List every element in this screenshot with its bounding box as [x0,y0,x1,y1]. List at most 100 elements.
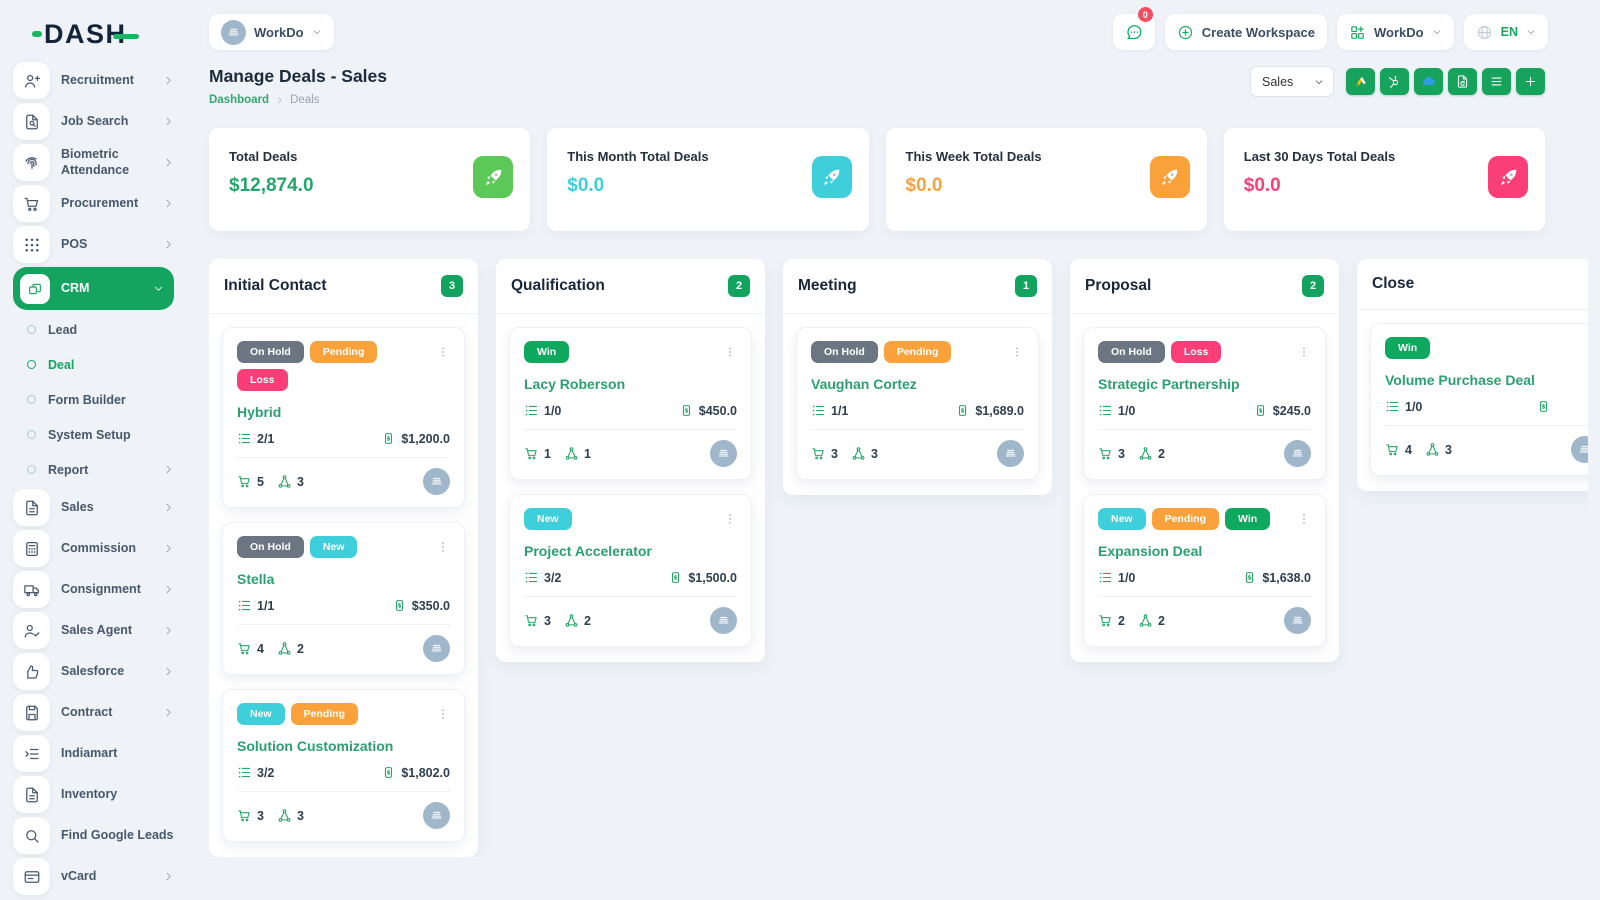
chevron-right-icon [163,625,174,636]
save-icon [23,704,41,722]
deal-title[interactable]: Vaughan Cortez [811,376,917,392]
sidebar-item-crm[interactable]: CRM [13,267,174,310]
sidebar-item-biometric-attendance[interactable]: Biometric Attendance [13,142,174,183]
deal-title[interactable]: Volume Purchase Deal [1385,372,1535,388]
messages-button[interactable]: 0 [1112,7,1155,50]
sidebar-item-recruitment[interactable]: Recruitment [13,60,174,101]
kebab-menu-icon[interactable] [723,344,737,360]
money-icon: $ [955,403,970,418]
deal-card[interactable]: On Hold Pending Loss Hybrid 2/1 $ $1,200.0 … [222,327,465,508]
deal-card[interactable]: New Pending Win Expansion Deal 1/0 $ $1,638… [1083,494,1326,647]
sidebar-subitem-form-builder[interactable]: Form Builder [13,382,174,417]
kanban-column-close: Close Win Volume Purchase Deal 1/0 $ 4 [1357,259,1588,491]
kebab-menu-icon[interactable] [1010,344,1024,360]
app-logo[interactable]: DASH [32,16,187,52]
kebab-menu-icon[interactable] [1297,344,1311,360]
deal-title[interactable]: Solution Customization [237,738,394,754]
sidebar-subitem-system-setup[interactable]: System Setup [13,417,174,452]
chevron-right-icon [275,96,284,105]
deal-tasks: 2/1 [237,431,274,446]
tasks-icon [524,570,539,585]
sidebar-item-label: Sales Agent [61,622,133,637]
workspace-avatar[interactable] [710,607,737,634]
deal-products: 4 [1385,442,1412,457]
workspace-switcher-label: WorkDo [254,24,304,40]
create-workspace-button[interactable]: Create Workspace [1164,14,1328,50]
sidebar-item-sales[interactable]: Sales [13,487,174,528]
deal-title[interactable]: Stella [237,571,275,587]
deal-card[interactable]: On Hold New Stella 1/1 $ $350.0 4 2 [222,522,465,675]
sidebar-item-label: Sales [61,499,94,514]
workspace-avatar[interactable] [710,440,737,467]
sidebar-item-vcard[interactable]: vCard [13,856,174,897]
stat-label: Last 30 Days Total Deals [1243,149,1396,164]
sidebar-item-salesforce[interactable]: Salesforce [13,651,174,692]
sidebar-item-contract[interactable]: Contract [13,692,174,733]
sidebar-item-procurement[interactable]: Procurement [13,183,174,224]
workspace-avatar[interactable] [997,440,1024,467]
deal-footer: 3 3 [237,792,450,829]
workspace-avatar[interactable] [1571,436,1588,463]
deal-amount: $ $245.0 [1253,403,1311,418]
workspace-avatar[interactable] [423,802,450,829]
grid-dots-icon [23,236,41,254]
kebab-menu-icon[interactable] [436,706,450,722]
deal-card-top: New [524,508,737,530]
breadcrumb-dashboard-link[interactable]: Dashboard [209,94,270,106]
deal-card[interactable]: New Pending Solution Customization 3/2 $ $… [222,689,465,842]
language-selector[interactable]: EN [1463,14,1548,50]
org-menu-button[interactable]: WorkDo [1337,14,1454,50]
kanban-board: Initial Contact 3 On Hold Pending Loss Hyb… [209,259,1588,857]
kebab-menu-icon[interactable] [1584,340,1588,356]
kebab-menu-icon[interactable] [723,511,737,527]
badge-row: New Pending Win [1098,508,1297,530]
deal-card[interactable]: New Project Accelerator 3/2 $ $1,500.0 3 … [509,494,752,647]
sidebar-item-job-search[interactable]: Job Search [13,101,174,142]
status-badge: On Hold [237,341,304,363]
money-icon: $ [1253,403,1268,418]
deal-stats-row: 3/2 $ $1,802.0 [237,765,450,792]
deal-title[interactable]: Lacy Roberson [524,376,626,392]
icon-box [13,103,50,140]
breadcrumb-current: Deals [290,94,320,106]
deal-title[interactable]: Strategic Partnership [1098,376,1240,392]
workspace-avatar[interactable] [1284,607,1311,634]
deal-amount: $ $1,500.0 [668,570,737,585]
sidebar-item-consignment[interactable]: Consignment [13,569,174,610]
list-button[interactable] [1482,68,1511,95]
workspace-avatar[interactable] [423,635,450,662]
tasks-icon [1098,570,1113,585]
sidebar-subitem-report[interactable]: Report [13,452,174,487]
workspace-avatar[interactable] [423,468,450,495]
sidebar-subitem-lead[interactable]: Lead [13,312,174,347]
deal-title[interactable]: Expansion Deal [1098,543,1203,559]
kebab-menu-icon[interactable] [1297,511,1311,527]
deal-title[interactable]: Project Accelerator [524,543,652,559]
deal-title[interactable]: Hybrid [237,404,282,420]
deal-card[interactable]: On Hold Loss Strategic Partnership 1/0 $ $… [1083,327,1326,480]
sidebar-item-pos[interactable]: POS [13,224,174,265]
doc-sync-button[interactable] [1448,68,1477,95]
deal-card[interactable]: Win Volume Purchase Deal 1/0 $ 4 3 [1370,323,1588,476]
sidebar-item-find-google-leads[interactable]: Find Google Leads [13,815,174,856]
deal-card[interactable]: On Hold Pending Vaughan Cortez 1/1 $ $1,68… [796,327,1039,480]
deal-products: 3 [237,808,264,823]
logo-text: DASH [44,18,127,49]
truck-icon [23,581,41,599]
google-ads-button[interactable] [1346,68,1375,95]
sidebar-item-inventory[interactable]: Inventory [13,774,174,815]
sidebar-item-sales-agent[interactable]: Sales Agent [13,610,174,651]
sidebar-item-commission[interactable]: Commission [13,528,174,569]
workspace-switcher[interactable]: WorkDo [209,14,334,50]
cloud-button[interactable] [1414,68,1443,95]
sidebar-item-indiamart[interactable]: Indiamart [13,733,174,774]
kebab-menu-icon[interactable] [436,539,450,555]
cart-icon [23,195,41,213]
kebab-menu-icon[interactable] [436,344,450,360]
hubspot-button[interactable] [1380,68,1409,95]
sidebar-subitem-deal[interactable]: Deal [13,347,174,382]
deal-card[interactable]: Win Lacy Roberson 1/0 $ $450.0 1 1 [509,327,752,480]
workspace-avatar[interactable] [1284,440,1311,467]
pipeline-select[interactable]: Sales [1250,66,1334,97]
plus-button[interactable] [1516,68,1545,95]
